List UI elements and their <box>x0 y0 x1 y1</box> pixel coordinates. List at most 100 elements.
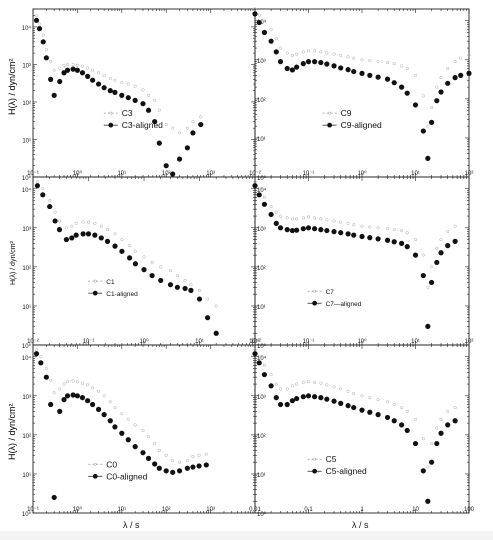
data-point-open <box>37 22 42 26</box>
legend-label: C1-aligned <box>106 291 138 298</box>
data-point-filled <box>252 11 258 17</box>
data-point-filled <box>170 171 176 177</box>
data-point-open <box>339 220 343 224</box>
data-point-open <box>295 382 299 386</box>
data-point-open <box>439 76 443 80</box>
data-point-open <box>185 126 189 130</box>
data-point-filled <box>145 455 152 461</box>
data-point-filled <box>338 65 344 71</box>
data-point-filled <box>294 395 300 402</box>
data-point-open <box>197 453 201 457</box>
data-point-filled <box>51 494 57 501</box>
series-c3-aligned <box>33 17 204 177</box>
data-point-open <box>376 398 380 402</box>
data-point-open <box>376 226 380 230</box>
data-point-open <box>126 82 130 86</box>
data-point-open <box>392 402 396 407</box>
y-tick-label: 10² <box>257 434 266 440</box>
data-point-filled <box>112 424 118 430</box>
data-point-filled <box>196 296 203 302</box>
data-point-filled <box>324 396 330 402</box>
series-c7-aligned <box>252 183 458 329</box>
data-point-open <box>278 46 283 50</box>
data-point-filled <box>69 235 75 241</box>
x-tick-label: 10⁻¹ <box>27 171 39 177</box>
data-point-filled <box>289 398 295 404</box>
data-point-filled <box>438 89 444 95</box>
x-tick-label: 10¹ <box>117 171 126 177</box>
data-point-open <box>385 227 390 231</box>
data-point-open <box>332 52 336 56</box>
data-point-filled <box>404 427 410 434</box>
x-tick-label: 10² <box>465 339 474 345</box>
data-point-filled <box>188 287 194 293</box>
data-point-open <box>49 378 53 382</box>
data-point-open <box>97 71 101 75</box>
data-point-open <box>295 217 299 221</box>
data-point-filled <box>425 323 431 329</box>
data-point-filled <box>85 231 92 237</box>
data-point-filled <box>36 26 43 32</box>
data-point-filled <box>284 227 290 233</box>
data-point-filled <box>196 463 202 469</box>
data-point-filled <box>184 465 190 471</box>
data-point-filled <box>48 401 54 408</box>
data-point-filled <box>345 403 351 409</box>
data-point-filled <box>126 255 133 261</box>
legend-marker <box>313 289 317 293</box>
data-point-filled <box>375 236 381 242</box>
data-point-open <box>290 384 294 388</box>
data-point-open <box>44 366 48 371</box>
data-point-open <box>392 62 396 66</box>
data-point-filled <box>284 65 290 72</box>
data-point-open <box>269 373 273 377</box>
data-point-filled <box>466 70 472 76</box>
data-point-open <box>301 50 305 54</box>
legend-marker <box>92 473 98 479</box>
legend-marker <box>92 290 98 296</box>
data-point-open <box>319 381 323 385</box>
y-tick-label: 10¹ <box>257 137 266 143</box>
legend-marker <box>93 462 97 466</box>
data-point-open <box>290 217 294 221</box>
data-point-filled <box>145 107 152 113</box>
data-point-filled <box>119 248 125 254</box>
legend-label: C1 <box>106 279 115 286</box>
data-point-open <box>41 187 45 191</box>
data-point-open <box>290 53 294 57</box>
data-point-filled <box>311 59 318 65</box>
data-point-filled <box>384 76 391 82</box>
data-point-open <box>91 68 95 72</box>
data-point-open <box>178 131 182 135</box>
data-point-filled <box>125 95 131 101</box>
data-point-filled <box>384 237 391 243</box>
data-point-open <box>191 454 195 459</box>
legend-label: C3 <box>122 108 133 118</box>
data-point-filled <box>305 393 312 399</box>
data-point-open <box>467 53 471 57</box>
ylabel-text-row2: H(λ) / dyn/cm² <box>10 240 17 285</box>
data-point-filled <box>176 468 183 474</box>
data-point-filled <box>125 437 131 443</box>
series-c0 <box>34 348 208 464</box>
data-point-open <box>171 459 175 463</box>
data-point-open <box>421 94 425 98</box>
data-point-open <box>405 231 409 235</box>
data-point-filled <box>273 220 279 226</box>
x-tick-label: 10¹ <box>411 171 420 177</box>
x-tick-label: 10⁻² <box>249 171 261 177</box>
data-point-filled <box>452 238 458 244</box>
data-point-open <box>426 285 430 289</box>
y-tick-label: 10² <box>22 266 31 272</box>
data-point-open <box>446 66 450 71</box>
x-tick-label: 10² <box>465 171 474 177</box>
data-point-open <box>34 14 39 18</box>
data-point-open <box>120 412 124 416</box>
data-point-filled <box>445 80 451 86</box>
data-point-open <box>430 105 434 110</box>
legend-marker <box>312 300 318 306</box>
legend-label: C9 <box>341 108 352 118</box>
data-point-filled <box>273 49 279 55</box>
data-point-filled <box>104 238 111 244</box>
